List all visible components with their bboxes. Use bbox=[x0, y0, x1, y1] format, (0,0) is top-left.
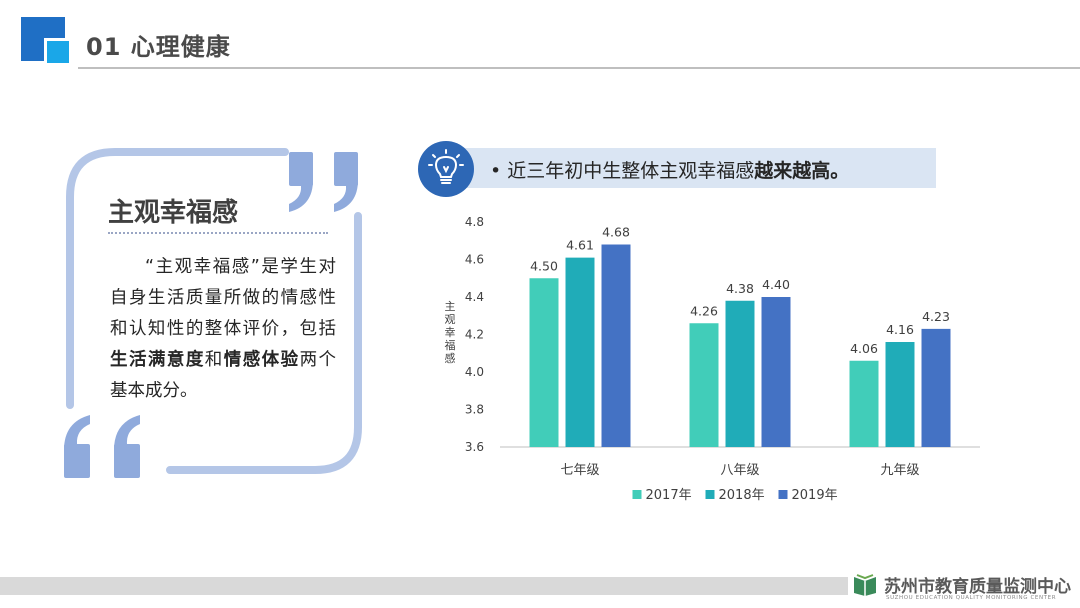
footer-org-name: 苏州市教育质量监测中心 bbox=[884, 577, 1071, 597]
data-label: 4.40 bbox=[762, 277, 790, 292]
bar-chart: 3.6 3.8 4.0 4.2 4.4 4.6 4.8 主观幸福感 4.50 4.61 4.68 七年… bbox=[445, 215, 980, 503]
y-axis-label-char: 感 bbox=[445, 352, 456, 365]
y-axis-label-char: 主 bbox=[445, 300, 456, 313]
y-tick-label: 4.2 bbox=[465, 328, 484, 342]
y-tick-label: 3.6 bbox=[465, 440, 484, 454]
data-label: 4.61 bbox=[566, 238, 594, 253]
legend-label: 2017年 bbox=[646, 488, 692, 503]
card-dotted-divider bbox=[108, 232, 328, 234]
card-body-part-3: 两个基本成分。 bbox=[110, 350, 337, 401]
x-category-label: 九年级 bbox=[880, 463, 919, 478]
open-quote-icon bbox=[64, 415, 140, 478]
data-label: 4.26 bbox=[690, 303, 718, 318]
close-quote-icon bbox=[289, 152, 358, 212]
callout-text: • 近三年初中生整体主观幸福感越来越高。 bbox=[490, 156, 849, 183]
lightbulb-icon bbox=[428, 149, 464, 184]
bar-2018年-九年级 bbox=[885, 342, 915, 447]
callout-icon-badge bbox=[418, 141, 474, 197]
y-tick-label: 4.6 bbox=[465, 253, 484, 267]
bar-2019年-九年级 bbox=[921, 328, 951, 447]
y-tick-label: 4.0 bbox=[465, 365, 484, 379]
legend-label: 2019年 bbox=[792, 488, 838, 503]
callout-main-text: 近三年初中生整体主观幸福感 bbox=[507, 160, 755, 182]
title-divider bbox=[78, 67, 1080, 69]
callout-banner bbox=[445, 148, 936, 188]
bar-2019年-八年级 bbox=[761, 297, 791, 447]
page-title: 01 心理健康 bbox=[86, 33, 231, 61]
bar-2018年-八年级 bbox=[725, 300, 755, 447]
callout-bullet: • bbox=[490, 160, 502, 182]
y-tick-label: 4.4 bbox=[465, 290, 484, 304]
data-label: 4.16 bbox=[886, 322, 914, 337]
y-tick-label: 4.8 bbox=[465, 215, 484, 229]
y-tick-label: 3.8 bbox=[465, 403, 484, 417]
legend-swatch bbox=[632, 490, 642, 499]
y-axis-label-char: 幸 bbox=[445, 326, 456, 339]
data-label: 4.23 bbox=[922, 309, 950, 324]
bar-2017年-七年级 bbox=[529, 278, 559, 447]
data-label: 4.50 bbox=[530, 258, 558, 273]
card-body-text: “主观幸福感”是学生对自身生活质量所做的情感性和认知性的整体评价，包括生活满意度… bbox=[110, 252, 336, 407]
data-label: 4.06 bbox=[850, 341, 878, 356]
data-label: 4.68 bbox=[602, 225, 630, 240]
callout-emphasis: 越来越高。 bbox=[754, 160, 850, 182]
bar-2019年-七年级 bbox=[601, 244, 631, 447]
card-body-part-1: “主观幸福感”是学生对自身生活质量所做的情感性和认知性的整体评价，包括 bbox=[110, 257, 336, 339]
header-logo-square-accent bbox=[44, 38, 72, 66]
bar-2018年-七年级 bbox=[565, 257, 595, 447]
data-label: 4.38 bbox=[726, 281, 754, 296]
y-axis-label: 主观幸福感 bbox=[445, 300, 456, 365]
legend-swatch bbox=[778, 490, 788, 499]
x-category-label: 七年级 bbox=[560, 463, 599, 478]
bar-2017年-八年级 bbox=[689, 323, 719, 447]
bar-2017年-九年级 bbox=[849, 360, 879, 447]
card-body-emphasis-1: 生活满意度 bbox=[110, 350, 205, 370]
y-axis-label-char: 福 bbox=[445, 338, 456, 352]
book-logo-icon bbox=[854, 574, 876, 596]
y-axis-label-char: 观 bbox=[445, 313, 456, 326]
footer-bar bbox=[0, 577, 848, 595]
card-body-part-2: 和 bbox=[204, 350, 224, 370]
legend-label: 2018年 bbox=[719, 488, 765, 503]
footer-org-name-en: SUZHOU EDUCATION QUALITY MONITORING CENT… bbox=[886, 595, 1057, 601]
card-heading: 主观幸福感 bbox=[108, 198, 239, 228]
legend-swatch bbox=[705, 490, 715, 499]
x-category-label: 八年级 bbox=[720, 463, 759, 478]
card-body-emphasis-2: 情感体验 bbox=[223, 350, 300, 370]
